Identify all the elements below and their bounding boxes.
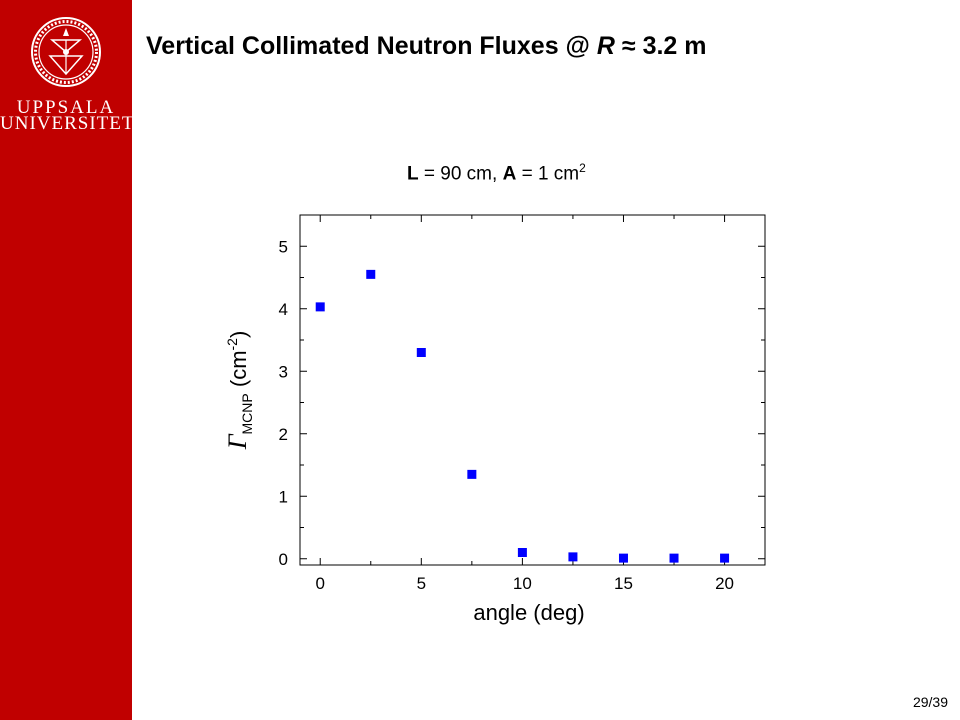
y-tick-label: 5 [279, 237, 288, 256]
slide-title: Vertical Collimated Neutron Fluxes @ R ≈… [146, 32, 707, 60]
page-number: 29/39 [912, 694, 948, 710]
data-point [669, 553, 679, 563]
presentation-credits: M Cecconello et al 4th IAEA Technical Me… [133, 222, 172, 702]
x-axis-label: angle (deg) [473, 600, 584, 625]
sidebar: UPPSALA UNIVERSITET M Cecconello et al 4… [0, 0, 172, 720]
credit-author: M Cecconello et al [133, 601, 145, 702]
data-point [315, 302, 325, 312]
data-point [467, 469, 477, 479]
x-tick-label: 5 [417, 574, 426, 593]
y-tick-label: 0 [279, 550, 288, 569]
credit-meeting: 4th IAEA Technical Meeting on Spherical … [147, 460, 160, 702]
data-point [366, 269, 376, 279]
x-tick-label: 10 [513, 574, 532, 593]
y-tick-label: 3 [279, 362, 288, 381]
y-tick-label: 1 [279, 487, 288, 506]
university-seal-icon [31, 17, 101, 87]
data-point [618, 553, 628, 563]
data-point [568, 552, 578, 562]
credit-workshop: 14th International Workshop on ST – Rome… [159, 322, 172, 702]
data-point [517, 548, 527, 557]
x-tick-label: 15 [614, 574, 633, 593]
axis-ticks: 0 5 10 15 20 0 1 2 3 4 5 [279, 215, 765, 593]
university-name-line1: UPPSALA [16, 97, 116, 118]
x-tick-label: 20 [715, 574, 734, 593]
chart-subtitle: L = 90 cm, A = 1 cm2 [407, 161, 586, 185]
plot-frame [299, 214, 766, 566]
y-tick-label: 4 [279, 300, 288, 319]
y-axis-label: ΓMCNP (cm-2) [223, 331, 255, 451]
flux-scatter-chart: 0 5 10 15 20 0 1 2 3 4 5 angle (deg) ΓMCNP (cm-2) [223, 214, 766, 625]
data-point [720, 553, 730, 563]
x-tick-label: 0 [315, 574, 324, 593]
data-points [315, 269, 730, 563]
university-name-line2: UNIVERSITET [0, 113, 135, 134]
y-tick-label: 2 [279, 425, 288, 444]
data-point [416, 348, 426, 357]
